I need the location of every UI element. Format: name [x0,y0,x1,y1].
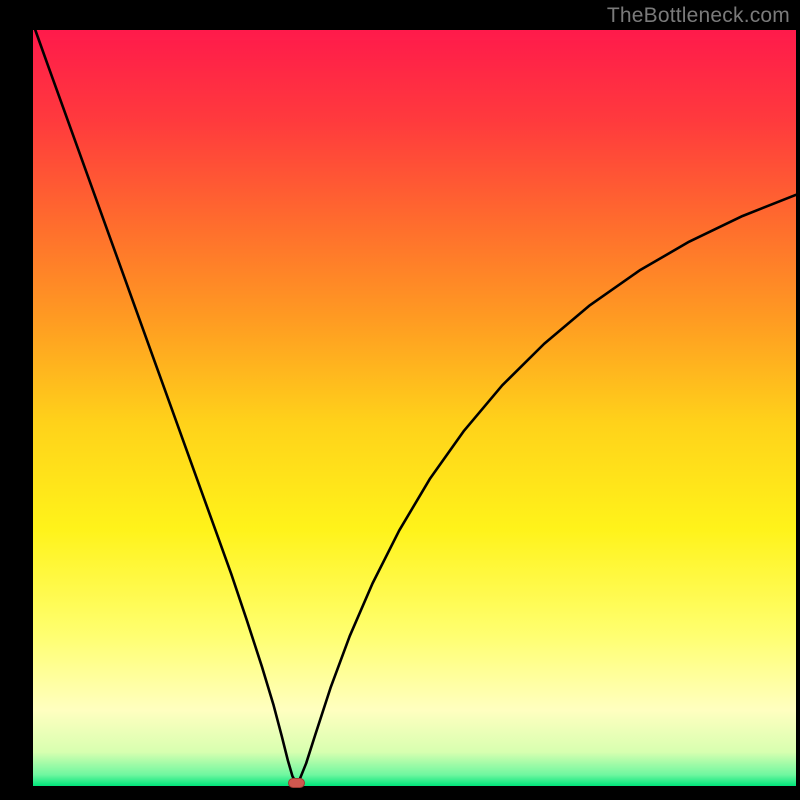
plot-area [33,30,796,786]
optimum-marker [288,778,305,788]
chart-frame: TheBottleneck.com [0,0,800,800]
bottleneck-curve [33,30,796,786]
watermark-text: TheBottleneck.com [607,4,790,28]
